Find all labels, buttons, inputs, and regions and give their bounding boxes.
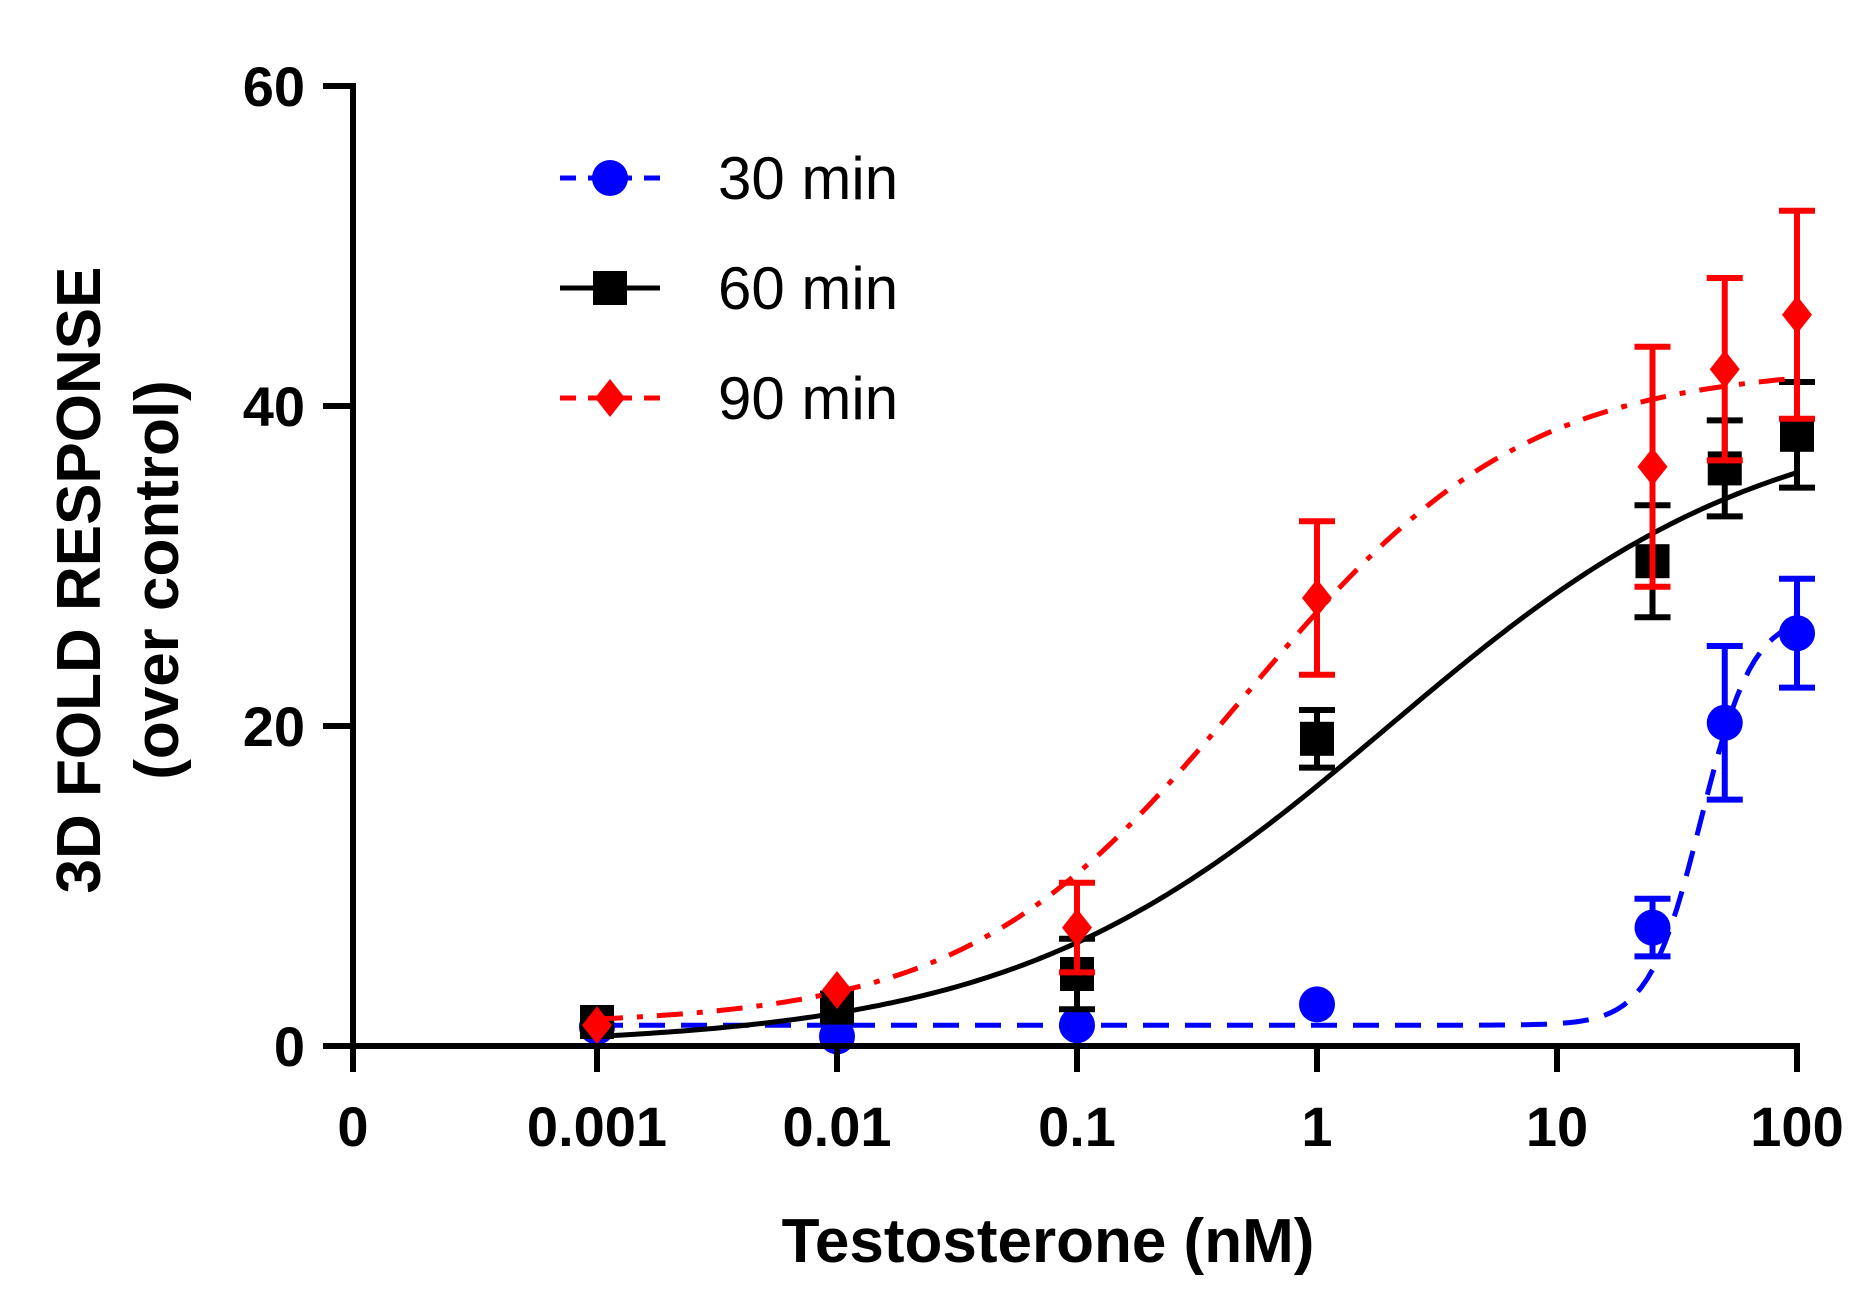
data-point-series-3 [1637,447,1668,486]
y-tick-label: 20 [243,695,305,758]
legend-marker [593,271,627,305]
data-point-series-1 [1779,615,1815,652]
plot-area [579,207,1815,1055]
y-tick-label: 0 [274,1015,305,1078]
y-tick-label: 60 [243,55,305,118]
data-point-series-1 [1634,909,1671,946]
data-point-series-3 [1782,295,1812,334]
legend-label: 90 min [718,365,898,432]
data-point-series-3 [822,971,852,1009]
data-point-series-3 [582,1006,612,1045]
x-tick-label: 0.01 [783,1095,892,1158]
data-point-series-1 [1706,704,1743,741]
x-tick-label: 0.1 [1038,1095,1116,1158]
legend-label: 30 min [718,145,898,212]
x-axis-title: Testosterone (nM) [782,1207,1315,1276]
legend-marker [592,160,628,196]
x-tick-label: 0.001 [527,1095,667,1158]
legend-label: 60 min [718,255,898,322]
x-tick-label: 100 [1750,1095,1843,1158]
data-point-series-3 [1062,908,1092,947]
data-point-series-1 [1059,1007,1095,1044]
axes [323,83,1800,1049]
axis-ticks: 0 0.001 0.01 0.1 1 10 100 0 20 40 60 [243,55,1844,1158]
fit-curve-series-2 [596,470,1798,1039]
legend-marker [595,379,625,417]
x-tick-label: 10 [1526,1095,1588,1158]
data-point-series-3 [1302,579,1332,617]
y-axis-title-line2: (over control) [123,380,192,780]
y-axis-title-line1: 3D FOLD RESPONSE [45,267,114,894]
x-tick-label: 0 [337,1095,368,1158]
data-point-series-2 [1300,721,1334,756]
fit-curve-series-3 [596,375,1798,1022]
x-tick-label: 1 [1301,1095,1332,1158]
data-point-series-1 [1299,986,1335,1023]
y-tick-label: 40 [243,375,305,438]
data-point-series-3 [1709,350,1740,389]
fit-curve-series-1 [597,621,1798,1028]
data-point-series-2 [1780,417,1814,452]
legend: 30 min 60 min 90 min [560,145,898,432]
